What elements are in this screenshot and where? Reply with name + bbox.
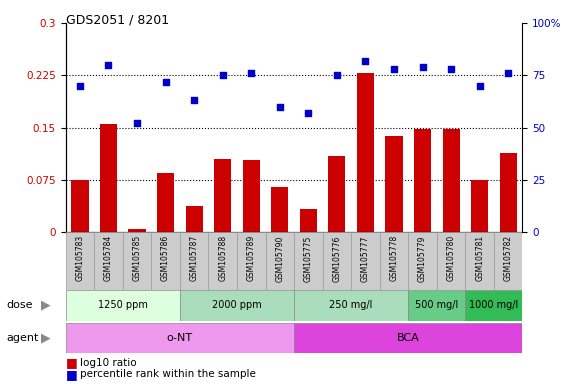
Bar xyxy=(66,323,294,353)
Text: GSM105778: GSM105778 xyxy=(389,235,399,281)
Bar xyxy=(157,173,174,232)
Text: ■: ■ xyxy=(66,356,78,369)
Text: ▶: ▶ xyxy=(41,299,51,312)
Bar xyxy=(66,232,94,290)
Bar xyxy=(186,206,203,232)
Text: BCA: BCA xyxy=(397,333,420,343)
Text: GSM105777: GSM105777 xyxy=(361,235,370,281)
Text: 1000 mg/l: 1000 mg/l xyxy=(469,300,518,310)
Text: GSM105781: GSM105781 xyxy=(475,235,484,281)
Bar xyxy=(414,129,431,232)
Point xyxy=(389,66,399,72)
Bar xyxy=(266,232,294,290)
Point xyxy=(132,121,142,127)
Point xyxy=(247,70,256,76)
Text: ▶: ▶ xyxy=(41,331,51,344)
Bar xyxy=(408,232,437,290)
Bar xyxy=(100,124,117,232)
Bar xyxy=(271,187,288,232)
Bar xyxy=(237,232,266,290)
Text: 500 mg/l: 500 mg/l xyxy=(415,300,459,310)
Bar xyxy=(494,232,522,290)
Bar xyxy=(214,159,231,232)
Point xyxy=(475,83,484,89)
Bar xyxy=(328,156,345,232)
Bar xyxy=(123,232,151,290)
Text: GSM105786: GSM105786 xyxy=(161,235,170,281)
Bar xyxy=(180,290,294,321)
Bar xyxy=(380,232,408,290)
Point xyxy=(332,72,341,78)
Point xyxy=(75,83,85,89)
Text: GSM105788: GSM105788 xyxy=(218,235,227,281)
Bar xyxy=(180,232,208,290)
Point xyxy=(190,98,199,104)
Bar xyxy=(471,180,488,232)
Point xyxy=(304,110,313,116)
Bar xyxy=(465,290,522,321)
Bar xyxy=(208,232,237,290)
Text: GSM105783: GSM105783 xyxy=(75,235,85,281)
Point xyxy=(361,58,370,64)
Bar xyxy=(385,136,403,232)
Text: GSM105780: GSM105780 xyxy=(447,235,456,281)
Text: GDS2051 / 8201: GDS2051 / 8201 xyxy=(66,13,169,26)
Text: GSM105779: GSM105779 xyxy=(418,235,427,281)
Text: 250 mg/l: 250 mg/l xyxy=(329,300,373,310)
Bar xyxy=(465,232,494,290)
Text: GSM105787: GSM105787 xyxy=(190,235,199,281)
Bar xyxy=(500,154,517,232)
Bar xyxy=(294,290,408,321)
Text: dose: dose xyxy=(7,300,33,310)
Point xyxy=(418,64,427,70)
Text: 1250 ppm: 1250 ppm xyxy=(98,300,148,310)
Bar xyxy=(323,232,351,290)
Text: GSM105775: GSM105775 xyxy=(304,235,313,281)
Bar xyxy=(71,180,89,232)
Text: 2000 ppm: 2000 ppm xyxy=(212,300,262,310)
Text: agent: agent xyxy=(7,333,39,343)
Text: log10 ratio: log10 ratio xyxy=(80,358,136,368)
Text: GSM105784: GSM105784 xyxy=(104,235,113,281)
Bar xyxy=(243,161,260,232)
Point xyxy=(161,79,170,85)
Bar xyxy=(300,209,317,232)
Bar xyxy=(351,232,380,290)
Text: GSM105782: GSM105782 xyxy=(504,235,513,281)
Text: percentile rank within the sample: percentile rank within the sample xyxy=(80,369,256,379)
Bar xyxy=(94,232,123,290)
Bar xyxy=(66,290,180,321)
Point xyxy=(447,66,456,72)
Bar xyxy=(357,73,374,232)
Bar xyxy=(408,290,465,321)
Point xyxy=(218,72,227,78)
Bar xyxy=(437,232,465,290)
Text: GSM105785: GSM105785 xyxy=(132,235,142,281)
Text: GSM105789: GSM105789 xyxy=(247,235,256,281)
Bar xyxy=(128,229,146,232)
Text: ■: ■ xyxy=(66,368,78,381)
Text: o-NT: o-NT xyxy=(167,333,193,343)
Point xyxy=(104,62,113,68)
Point xyxy=(504,70,513,76)
Text: GSM105790: GSM105790 xyxy=(275,235,284,281)
Text: GSM105776: GSM105776 xyxy=(332,235,341,281)
Point xyxy=(275,104,284,110)
Bar xyxy=(151,232,180,290)
Bar xyxy=(294,232,323,290)
Bar xyxy=(294,323,522,353)
Bar xyxy=(443,129,460,232)
